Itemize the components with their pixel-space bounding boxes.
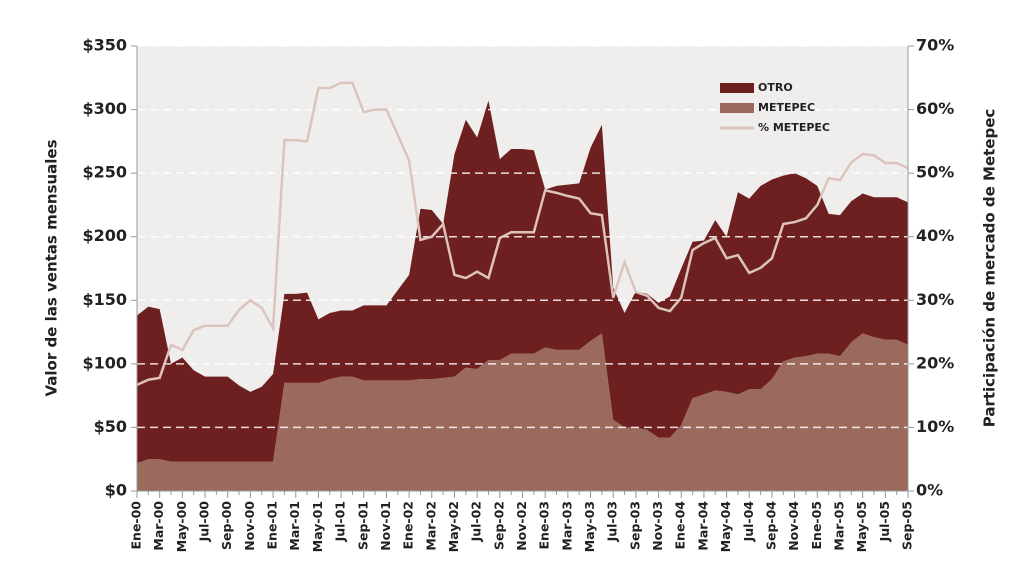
x-tick-label: May-03 — [582, 501, 597, 552]
y2-axis-title: Participación de mercado de Metepec — [981, 109, 999, 428]
x-tick-label: Nov-04 — [786, 501, 801, 551]
x-tick-label: Mar-03 — [559, 501, 574, 551]
y-tick-label: $300 — [82, 99, 127, 118]
y2-tick-label: 50% — [916, 163, 954, 182]
x-tick-label: May-01 — [310, 501, 325, 552]
x-tick-label: Sep-03 — [627, 501, 642, 550]
x-tick-label: Ene-00 — [129, 501, 144, 550]
y2-tick-label: 60% — [916, 99, 954, 118]
x-tick-label: Mar-01 — [287, 501, 302, 551]
x-tick-label: Ene-01 — [265, 501, 280, 550]
x-tick-label: Nov-03 — [650, 501, 665, 551]
x-tick-label: Jul-01 — [333, 501, 348, 542]
x-tick-label: Jul-03 — [605, 501, 620, 542]
legend-swatch — [720, 83, 754, 93]
x-tick-label: Sep-00 — [219, 501, 234, 550]
legend-label: OTRO — [758, 81, 793, 94]
x-tick-label: Ene-04 — [673, 501, 688, 550]
line — [136, 81, 909, 386]
x-tick-label: Sep-01 — [355, 501, 370, 550]
x-tick-label: Sep-04 — [763, 501, 778, 550]
x-tick-label: Mar-04 — [695, 501, 710, 551]
y-tick-label: $0 — [105, 481, 127, 500]
legend-label: % METEPEC — [758, 121, 830, 134]
x-tick-label: Nov-00 — [242, 501, 257, 551]
x-tick-label: Jul-02 — [469, 501, 484, 542]
area — [137, 333, 908, 491]
y2-tick-label: 70% — [916, 36, 954, 55]
y-tick-label: $250 — [82, 163, 127, 182]
x-tick-label: Jul-04 — [741, 501, 756, 543]
y-tick-label: $350 — [82, 36, 127, 55]
x-tick-label: Jul-05 — [877, 501, 892, 542]
y-tick-label: $50 — [94, 417, 127, 436]
y2-tick-label: 10% — [916, 417, 954, 436]
legend-label: METEPEC — [758, 101, 815, 114]
x-tick-label: May-02 — [446, 501, 461, 552]
y-axis-title: Valor de las ventas mensuales — [43, 139, 61, 396]
y-tick-label: $200 — [82, 226, 127, 245]
y2-tick-label: 30% — [916, 290, 954, 309]
x-tick-label: May-00 — [174, 501, 189, 553]
x-tick-label: Sep-02 — [491, 501, 506, 550]
x-tick-label: Jul-00 — [197, 501, 212, 543]
y-tick-label: $100 — [82, 353, 127, 372]
y2-tick-label: 40% — [916, 226, 954, 245]
legend-swatch — [720, 103, 754, 113]
x-tick-label: Sep-05 — [900, 501, 915, 550]
x-tick-label: Nov-01 — [378, 501, 393, 551]
y2-tick-label: 20% — [916, 353, 954, 372]
area — [137, 100, 908, 464]
x-tick-label: Nov-02 — [514, 501, 529, 551]
x-tick-label: Ene-03 — [537, 501, 552, 550]
x-tick-label: May-05 — [854, 501, 869, 552]
x-tick-label: Mar-05 — [831, 501, 846, 551]
x-tick-label: Mar-02 — [423, 501, 438, 551]
x-tick-label: Ene-05 — [809, 501, 824, 550]
x-tick-label: Mar-00 — [151, 501, 166, 551]
x-tick-label: Ene-02 — [401, 501, 416, 550]
x-tick-label: May-04 — [718, 501, 733, 553]
y-tick-label: $150 — [82, 290, 127, 309]
y2-tick-label: 0% — [916, 481, 943, 500]
